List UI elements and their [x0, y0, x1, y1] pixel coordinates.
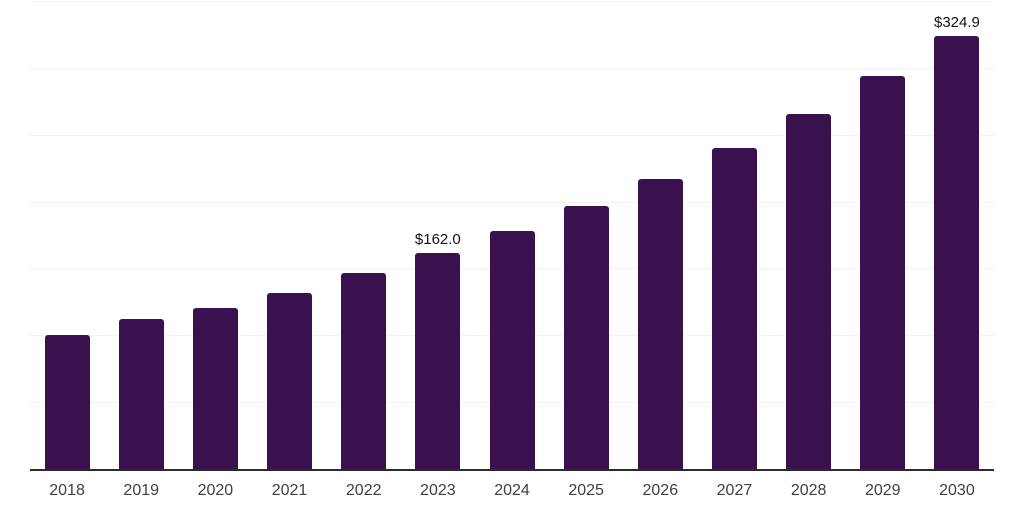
bar-2019: [118, 318, 164, 470]
x-axis-label-2030: 2030: [939, 482, 975, 499]
x-axis-label-2024: 2024: [494, 482, 530, 499]
gridline: [30, 67, 994, 69]
bar-value-label-2030: $324.9: [933, 13, 980, 31]
gridline: [30, 1, 994, 2]
bar-2018: [44, 334, 90, 470]
bar-2023: [415, 253, 461, 470]
bar-2029: [860, 75, 906, 470]
x-axis-label-2029: 2029: [864, 482, 901, 499]
plot-area: $162.0 $324.9: [30, 1, 994, 471]
x-axis-label-2020: 2020: [197, 482, 234, 499]
bar-2026: [637, 178, 683, 470]
x-axis-label-2028: 2028: [790, 482, 827, 499]
bar-2030: [934, 35, 980, 470]
gridline: [30, 134, 994, 136]
x-axis-label-2021: 2021: [271, 482, 308, 499]
x-axis-label-2023: 2023: [420, 482, 456, 499]
x-axis-label-2026: 2026: [642, 482, 679, 499]
x-axis-label-2018: 2018: [49, 482, 85, 499]
x-axis-label-2027: 2027: [716, 482, 753, 499]
gridline: [30, 201, 994, 203]
bar-2027: [711, 147, 757, 470]
bar-2028: [786, 113, 832, 470]
bar-2025: [563, 205, 609, 470]
bar-2024: [489, 230, 535, 470]
x-axis-label-2022: 2022: [345, 482, 382, 499]
bar-2022: [341, 273, 387, 470]
bar-value-label-2023: $162.0: [414, 231, 461, 249]
bar-2021: [267, 293, 313, 470]
x-axis-label-2019: 2019: [123, 482, 160, 499]
x-axis-line: [30, 469, 994, 471]
x-axis-label-2025: 2025: [568, 482, 604, 499]
bar-2020: [192, 307, 238, 470]
